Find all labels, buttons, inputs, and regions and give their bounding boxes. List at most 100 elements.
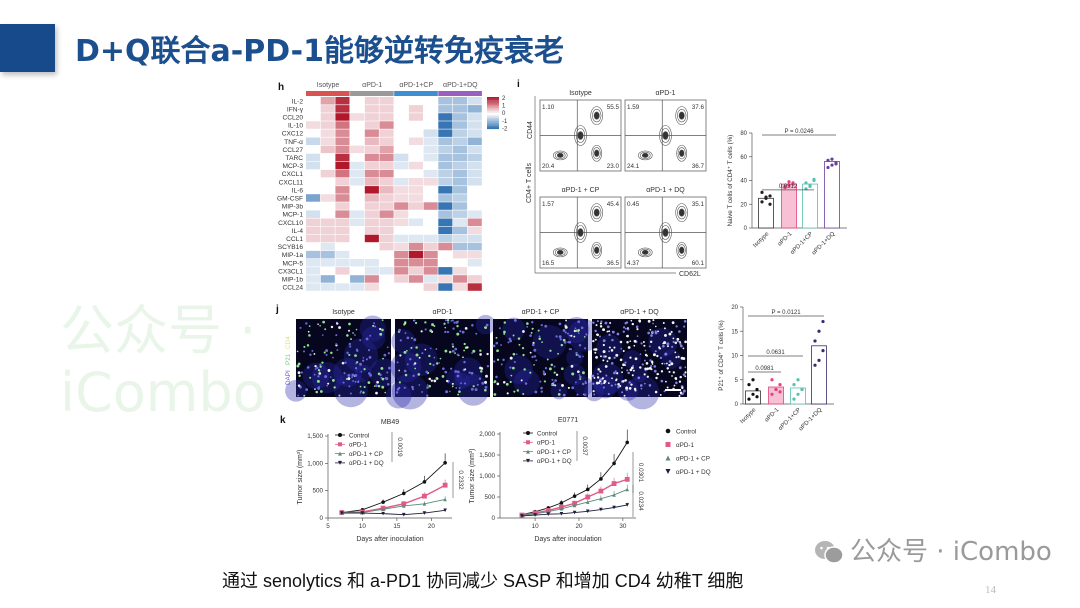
flow-contour: [677, 147, 686, 160]
p21-bar-category-label: αPD-1+DQ: [798, 407, 823, 432]
if-cell: [417, 373, 421, 376]
if-cell: [500, 344, 502, 346]
if-cell: [403, 386, 406, 389]
if-cell: [652, 353, 656, 357]
heatmap-cell: [350, 202, 365, 210]
heatmap-cell: [320, 210, 335, 218]
if-cell: [633, 344, 636, 347]
flow-plot-title: αPD-1 + DQ: [646, 187, 685, 194]
heatmap-cell: [364, 137, 379, 145]
if-image-title: αPD-1 + DQ: [620, 309, 659, 316]
heatmap-cell: [423, 234, 438, 243]
if-cell: [613, 356, 616, 359]
flow-contour: [552, 150, 568, 161]
heatmap-cell: [467, 250, 482, 259]
heatmap-cell: [350, 129, 365, 137]
if-cell: [622, 326, 626, 329]
if-cell: [560, 343, 564, 347]
if-cell: [647, 319, 651, 323]
heatmap-cell: [306, 242, 321, 251]
if-cell: [621, 371, 624, 374]
if-cell: [679, 341, 682, 343]
if-cell: [306, 344, 310, 347]
if-cell: [347, 374, 351, 377]
heatmap-cell: [423, 113, 438, 121]
mb49-xtick-label: 15: [393, 523, 401, 530]
heatmap-cell: [306, 113, 321, 121]
if-cell: [653, 365, 657, 368]
if-cell: [648, 345, 651, 348]
if-cell: [584, 347, 587, 350]
heatmap-cell: [320, 161, 335, 170]
if-cell: [642, 341, 645, 343]
if-cell: [649, 328, 652, 331]
if-cell: [684, 371, 687, 374]
if-cell: [553, 371, 556, 374]
if-cell: [460, 382, 462, 385]
if-cell: [305, 322, 308, 325]
if-cell: [421, 352, 424, 355]
if-cell: [649, 340, 653, 344]
colorbar-tick: 2: [502, 96, 506, 102]
if-cell: [413, 362, 417, 365]
if-cell: [351, 373, 355, 377]
heatmap-row-label: CCL27: [282, 147, 303, 154]
heatmap-cell: [467, 105, 482, 113]
if-cell: [571, 372, 574, 376]
if-cell: [509, 339, 513, 343]
if-cell: [560, 367, 564, 371]
if-cell: [404, 332, 407, 334]
heatmap-cell: [394, 105, 409, 113]
mb49-ytick-label: 1,500: [307, 433, 323, 440]
colorbar-segment: [487, 111, 499, 114]
if-cell: [577, 370, 580, 374]
heatmap-cell: [350, 145, 365, 154]
if-cell: [604, 365, 608, 368]
if-cell: [348, 322, 351, 326]
if-cell: [522, 353, 525, 357]
heatmap-cell: [350, 218, 365, 226]
if-cell: [609, 322, 612, 324]
colorbar-segment: [487, 119, 499, 122]
heatmap-cell: [423, 186, 438, 194]
e0771-data-point: [624, 476, 630, 482]
if-cell: [676, 337, 680, 341]
flow-contour: [662, 131, 669, 140]
flow-contour: [641, 152, 649, 158]
heatmap-cell: [394, 145, 409, 154]
colorbar-segment: [487, 113, 499, 115]
if-cell: [373, 322, 376, 325]
e0771-data-point: [572, 494, 577, 498]
if-cell: [621, 391, 624, 394]
if-dapi-region: [453, 357, 483, 387]
if-cell: [524, 382, 528, 385]
if-cell: [636, 335, 639, 338]
if-cell: [599, 335, 601, 338]
if-image-title: αPD-1: [433, 309, 453, 316]
e0771-data-point: [612, 505, 616, 510]
if-cell: [639, 384, 643, 387]
flow-contour: [554, 151, 566, 160]
if-cell: [539, 380, 542, 383]
heatmap-cell: [394, 153, 409, 162]
heatmap-cell: [453, 113, 468, 121]
p21-bar-ytick-label: 0: [735, 402, 739, 408]
heatmap-row-label: CXC12: [282, 131, 304, 138]
heatmap-cell: [320, 121, 335, 129]
if-cell: [454, 347, 458, 351]
if-cell: [503, 330, 506, 334]
if-cell: [613, 371, 616, 375]
e0771-data-point: [599, 477, 603, 481]
heatmap-cell: [320, 267, 335, 275]
if-cell: [615, 379, 618, 382]
if-cell: [533, 355, 537, 358]
if-cell: [381, 385, 385, 389]
heatmap-cell: [394, 218, 409, 226]
mb49-legend-label: αPD-1: [349, 442, 367, 449]
heatmap-cell: [335, 202, 350, 210]
if-cell: [575, 351, 578, 355]
if-cell: [529, 351, 532, 354]
if-cell: [451, 349, 455, 353]
if-cell: [564, 325, 568, 329]
naive-bar-data-point: [812, 177, 816, 181]
